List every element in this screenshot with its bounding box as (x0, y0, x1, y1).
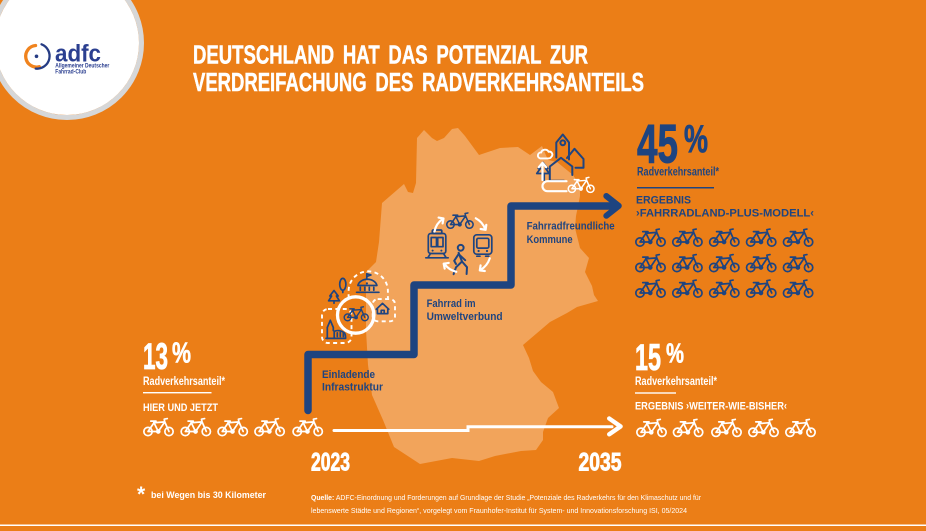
svg-text:Fahrrad-Club: Fahrrad-Club (55, 68, 86, 75)
svg-text:HIER UND JETZT: HIER UND JETZT (143, 402, 218, 414)
svg-text:Kommune: Kommune (527, 234, 573, 246)
svg-text:DEUTSCHLAND HAT DAS POTENZIAL: DEUTSCHLAND HAT DAS POTENZIAL ZUR (193, 42, 588, 70)
svg-text:VERDREIFACHUNG DES RADVERKEHRS: VERDREIFACHUNG DES RADVERKEHRSANTEILS (193, 69, 644, 97)
svg-text:Radverkehrsanteil*: Radverkehrsanteil* (143, 374, 225, 388)
svg-text:ERGEBNIS: ERGEBNIS (636, 194, 691, 206)
svg-text:15: 15 (635, 337, 661, 378)
svg-text:bei Wegen bis 30 Kilometer: bei Wegen bis 30 Kilometer (151, 490, 266, 501)
svg-text:Einladende: Einladende (322, 369, 375, 381)
svg-text:2023: 2023 (311, 449, 350, 477)
svg-text:adfc: adfc (55, 40, 101, 67)
svg-text:Radverkehrsanteil*: Radverkehrsanteil* (635, 374, 717, 388)
svg-text:13: 13 (143, 336, 168, 377)
svg-text:Fahrrad im: Fahrrad im (427, 298, 476, 310)
svg-text:2035: 2035 (579, 449, 622, 477)
svg-text:%: % (666, 338, 684, 369)
svg-text:Fahrradfreundliche: Fahrradfreundliche (527, 221, 615, 233)
svg-text:Umweltverbund: Umweltverbund (427, 311, 503, 323)
svg-text:ERGEBNIS ›WEITER-WIE-BISHER‹: ERGEBNIS ›WEITER-WIE-BISHER‹ (635, 401, 787, 413)
svg-text:%: % (172, 338, 191, 370)
svg-text:›FAHRRADLAND-PLUS-MODELL‹: ›FAHRRADLAND-PLUS-MODELL‹ (636, 207, 814, 219)
svg-text:lebenswerte Städte und Regione: lebenswerte Städte und Regionen“, vorgel… (311, 506, 687, 515)
svg-text:%: % (684, 118, 708, 161)
svg-text:Infrastruktur: Infrastruktur (322, 382, 384, 394)
svg-text:Quelle: ADFC-Einordnung und Fo: Quelle: ADFC-Einordnung und Forderungen … (311, 493, 701, 502)
svg-text:Radverkehrsanteil*: Radverkehrsanteil* (637, 165, 719, 179)
svg-text:*: * (137, 483, 146, 506)
svg-text:45: 45 (637, 113, 678, 175)
svg-text:Allgemeiner Deutscher: Allgemeiner Deutscher (55, 62, 109, 69)
